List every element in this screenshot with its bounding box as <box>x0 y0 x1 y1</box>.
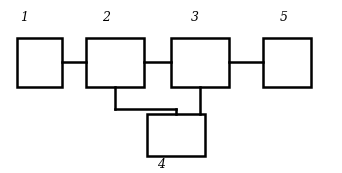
Bar <box>263 38 311 86</box>
Text: 2: 2 <box>102 11 110 24</box>
Text: 5: 5 <box>280 11 288 24</box>
Text: 4: 4 <box>157 158 165 171</box>
Bar <box>147 114 205 156</box>
Bar <box>86 38 144 86</box>
Text: 3: 3 <box>191 11 199 24</box>
Bar <box>17 38 62 86</box>
Bar <box>171 38 229 86</box>
Text: 1: 1 <box>20 11 28 24</box>
